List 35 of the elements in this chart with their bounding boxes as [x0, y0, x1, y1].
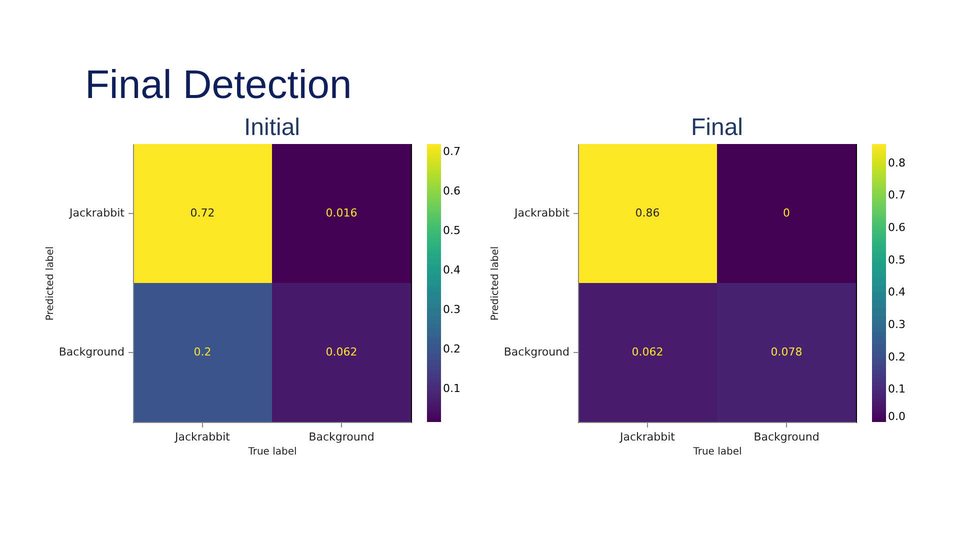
x-axis-title: True label: [247, 446, 297, 458]
chart-title: Initial: [244, 114, 300, 141]
color-bar-label: 0.4: [888, 286, 906, 299]
color-bar-label: 0.2: [443, 342, 460, 356]
data-label: 0: [783, 206, 790, 220]
x-tick-label: Jackrabbit: [174, 430, 231, 444]
data-label: 0.86: [635, 206, 660, 220]
color-bar-label: 0.8: [888, 156, 906, 170]
x-tick-label: Background: [754, 430, 820, 444]
y-axis-title: Predicted label: [44, 246, 56, 321]
color-bar-label: 0.7: [443, 144, 460, 158]
text: Final Detection: [85, 62, 353, 108]
color-bar-label: 0.6: [888, 221, 906, 234]
x-tick-label: Background: [308, 430, 374, 444]
y-axis-title: Predicted label: [490, 246, 501, 321]
data-label: 0.062: [632, 346, 664, 358]
chart-title: Final: [690, 114, 744, 141]
color-bar-label: 0.4: [443, 263, 460, 276]
data-label: 0.016: [326, 206, 358, 220]
color-bar-label: 0.3: [443, 302, 460, 316]
color-bar-label: 0.7: [888, 188, 906, 202]
color-bar-label: 0.5: [443, 224, 460, 237]
color-bar-label: 0.1: [443, 382, 460, 395]
data-label: 0.72: [190, 206, 215, 220]
color-bar-label: 0.5: [888, 253, 906, 266]
data-label: 0.062: [326, 346, 358, 358]
data-label: 0.2: [194, 346, 212, 358]
x-tick-label: Jackrabbit: [619, 430, 676, 444]
x-axis-title: True label: [692, 446, 742, 458]
color-bar-label: 0.2: [888, 350, 906, 364]
color-bar-label: 0.6: [443, 184, 460, 198]
data-label: 0.078: [770, 346, 802, 358]
color-bar-label: 0.1: [888, 382, 906, 396]
color-bar-label: 0.3: [888, 318, 906, 332]
color-bar-label: 0.0: [888, 410, 906, 423]
